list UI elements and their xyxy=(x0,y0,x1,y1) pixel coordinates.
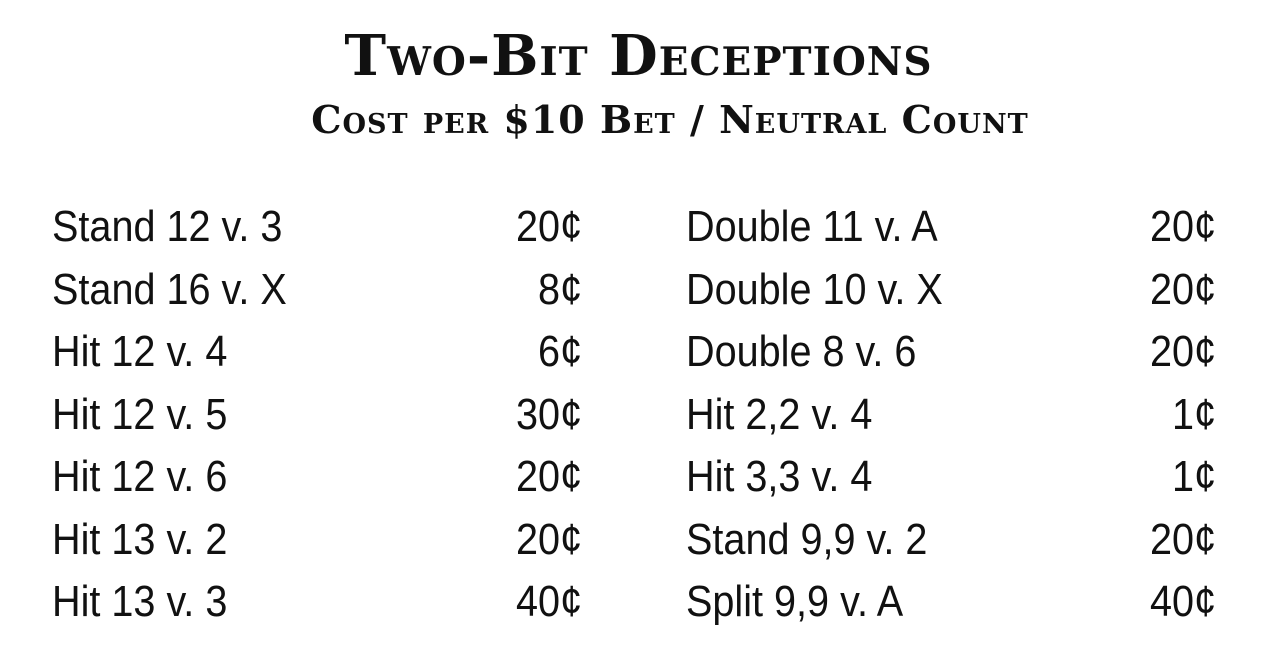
page-subtitle: Cost per $10 Bet / Neutral Count xyxy=(311,97,1029,142)
play-cost: 8¢ xyxy=(538,264,583,314)
list-item: Double 10 v. X 20¢ xyxy=(686,259,1216,322)
play-label: Hit 12 v. 5 xyxy=(52,389,228,439)
list-item: Double 8 v. 6 20¢ xyxy=(686,321,1216,384)
play-cost: 20¢ xyxy=(516,514,583,564)
play-cost: 30¢ xyxy=(516,389,583,439)
play-cost: 1¢ xyxy=(1172,389,1217,439)
play-cost: 20¢ xyxy=(1150,514,1217,564)
play-cost: 6¢ xyxy=(538,327,583,376)
list-item: Hit 12 v. 5 30¢ xyxy=(52,384,582,447)
play-label: Hit 13 v. 3 xyxy=(52,577,228,626)
play-cost: 40¢ xyxy=(1150,577,1217,626)
list-item: Hit 12 v. 6 20¢ xyxy=(52,446,582,509)
list-item: Double 11 v. A 20¢ xyxy=(686,196,1216,259)
play-label: Hit 12 v. 6 xyxy=(52,452,228,501)
right-column-list: Double 11 v. A 20¢ Double 10 v. X 20¢ Do… xyxy=(686,196,1216,634)
page-title: Two-Bit Deceptions xyxy=(344,23,933,89)
play-label: Hit 13 v. 2 xyxy=(52,514,228,564)
list-item: Hit 13 v. 2 20¢ xyxy=(52,509,582,572)
list-item: Hit 3,3 v. 4 1¢ xyxy=(686,446,1216,509)
play-cost: 20¢ xyxy=(1150,327,1217,376)
list-item: Hit 12 v. 4 6¢ xyxy=(52,321,582,384)
list-item: Hit 13 v. 3 40¢ xyxy=(52,571,582,634)
list-item: Stand 9,9 v. 2 20¢ xyxy=(686,509,1216,572)
play-cost: 40¢ xyxy=(516,577,583,626)
play-label: Stand 16 v. X xyxy=(52,264,287,314)
list-item: Hit 2,2 v. 4 1¢ xyxy=(686,384,1216,447)
play-label: Double 8 v. 6 xyxy=(686,327,917,376)
play-cost: 20¢ xyxy=(1150,202,1217,251)
play-cost: 20¢ xyxy=(516,202,583,251)
play-label: Stand 9,9 v. 2 xyxy=(686,514,928,564)
play-cost: 20¢ xyxy=(516,452,583,501)
play-label: Stand 12 v. 3 xyxy=(52,202,283,251)
play-label: Split 9,9 v. A xyxy=(686,577,904,626)
play-label: Hit 12 v. 4 xyxy=(52,327,228,376)
play-cost: 20¢ xyxy=(1150,264,1217,314)
left-column-list: Stand 12 v. 3 20¢ Stand 16 v. X 8¢ Hit 1… xyxy=(52,196,582,634)
play-label: Double 10 v. X xyxy=(686,264,943,314)
play-cost: 1¢ xyxy=(1172,452,1217,501)
list-item: Split 9,9 v. A 40¢ xyxy=(686,571,1216,634)
play-label: Double 11 v. A xyxy=(686,202,938,251)
list-item: Stand 16 v. X 8¢ xyxy=(52,259,582,322)
list-item: Stand 12 v. 3 20¢ xyxy=(52,196,582,259)
play-label: Hit 3,3 v. 4 xyxy=(686,452,873,501)
play-label: Hit 2,2 v. 4 xyxy=(686,389,873,439)
